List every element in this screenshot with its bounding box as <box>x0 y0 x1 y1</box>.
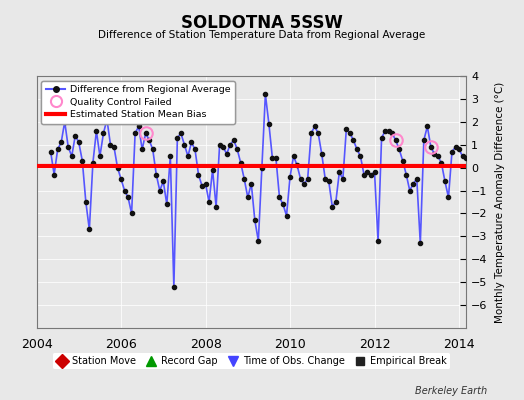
Text: Difference of Station Temperature Data from Regional Average: Difference of Station Temperature Data f… <box>99 30 425 40</box>
Text: 2012: 2012 <box>359 338 390 351</box>
Y-axis label: Monthly Temperature Anomaly Difference (°C): Monthly Temperature Anomaly Difference (… <box>495 81 505 323</box>
Legend: Difference from Regional Average, Quality Control Failed, Estimated Station Mean: Difference from Regional Average, Qualit… <box>41 81 235 124</box>
Text: 2004: 2004 <box>21 338 52 351</box>
Text: SOLDOTNA 5SSW: SOLDOTNA 5SSW <box>181 14 343 32</box>
Text: 2008: 2008 <box>190 338 222 351</box>
Text: 2014: 2014 <box>443 338 475 351</box>
Text: Berkeley Earth: Berkeley Earth <box>415 386 487 396</box>
Text: 2010: 2010 <box>274 338 306 351</box>
Text: 2006: 2006 <box>105 338 137 351</box>
Legend: Station Move, Record Gap, Time of Obs. Change, Empirical Break: Station Move, Record Gap, Time of Obs. C… <box>53 353 450 369</box>
